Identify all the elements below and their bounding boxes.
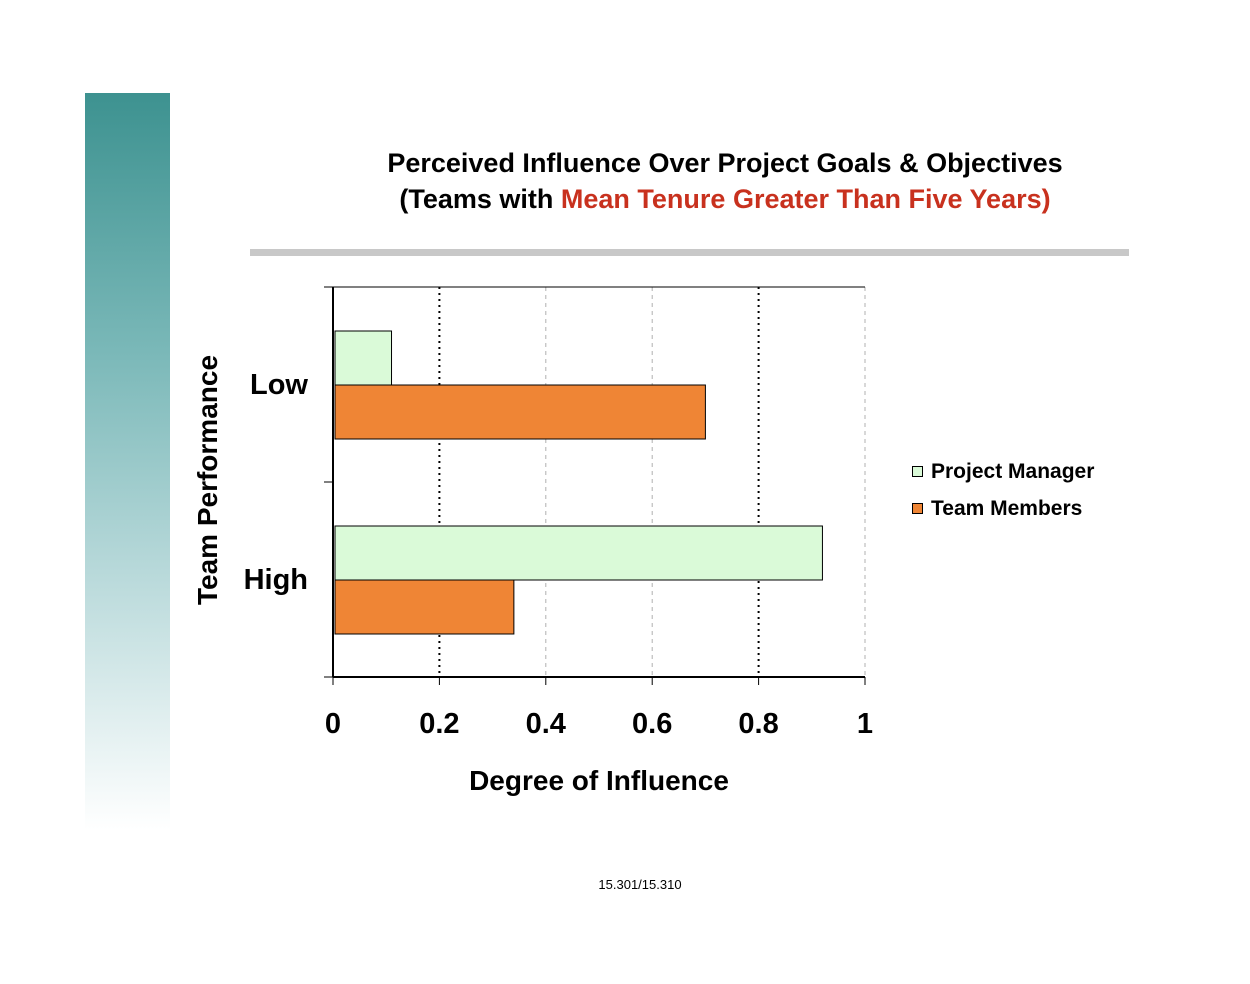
bar-low-team-members xyxy=(334,384,706,440)
x-axis-title: Degree of Influence xyxy=(469,765,729,796)
legend-label-team-members: Team Members xyxy=(931,496,1083,520)
y-tick-label-high: High xyxy=(244,564,308,596)
decorative-gradient-bar xyxy=(85,93,170,830)
legend-item-team-members: Team Members xyxy=(912,490,1094,527)
y-axis-title: Team Performance xyxy=(192,355,223,605)
x-tick-label-0.2: 0.2 xyxy=(419,708,459,740)
x-tick-label-0: 0 xyxy=(325,708,341,740)
footer-course-code: 15.301/15.310 xyxy=(598,877,682,892)
bars xyxy=(334,330,823,635)
x-tick-label-0.4: 0.4 xyxy=(526,708,566,740)
legend-label-project-manager: Project Manager xyxy=(931,459,1095,483)
chart-title-text: Perceived Influence Over Project Goals &… xyxy=(387,148,1063,178)
legend: Project Manager Team Members xyxy=(912,453,1094,527)
axes xyxy=(324,286,866,685)
bar-high-team-members xyxy=(334,579,515,635)
legend-swatch-team-members xyxy=(912,503,923,514)
legend-item-project-manager: Project Manager xyxy=(912,453,1094,490)
y-tick-label-low: Low xyxy=(250,369,308,401)
x-tick-label-0.8: 0.8 xyxy=(738,708,778,740)
chart-subtitle-prefix: (Teams with xyxy=(399,184,561,214)
x-tick-label-1: 1 xyxy=(857,708,873,740)
chart-subtitle-accent: Mean Tenure Greater Than Five Years) xyxy=(560,184,1051,214)
x-tick-label-0.6: 0.6 xyxy=(632,708,672,740)
legend-swatch-project-manager xyxy=(912,466,923,477)
chart-title: Perceived Influence Over Project Goals &… xyxy=(300,148,1150,179)
bar-high-project-manager xyxy=(334,525,823,581)
chart-subtitle: (Teams with Mean Tenure Greater Than Fiv… xyxy=(300,184,1150,215)
title-divider xyxy=(250,249,1129,256)
bar-low-project-manager xyxy=(334,330,393,386)
axis-labels: Low High 0 0.2 0.4 0.6 0.8 1 Degree of Influence… xyxy=(192,355,873,796)
